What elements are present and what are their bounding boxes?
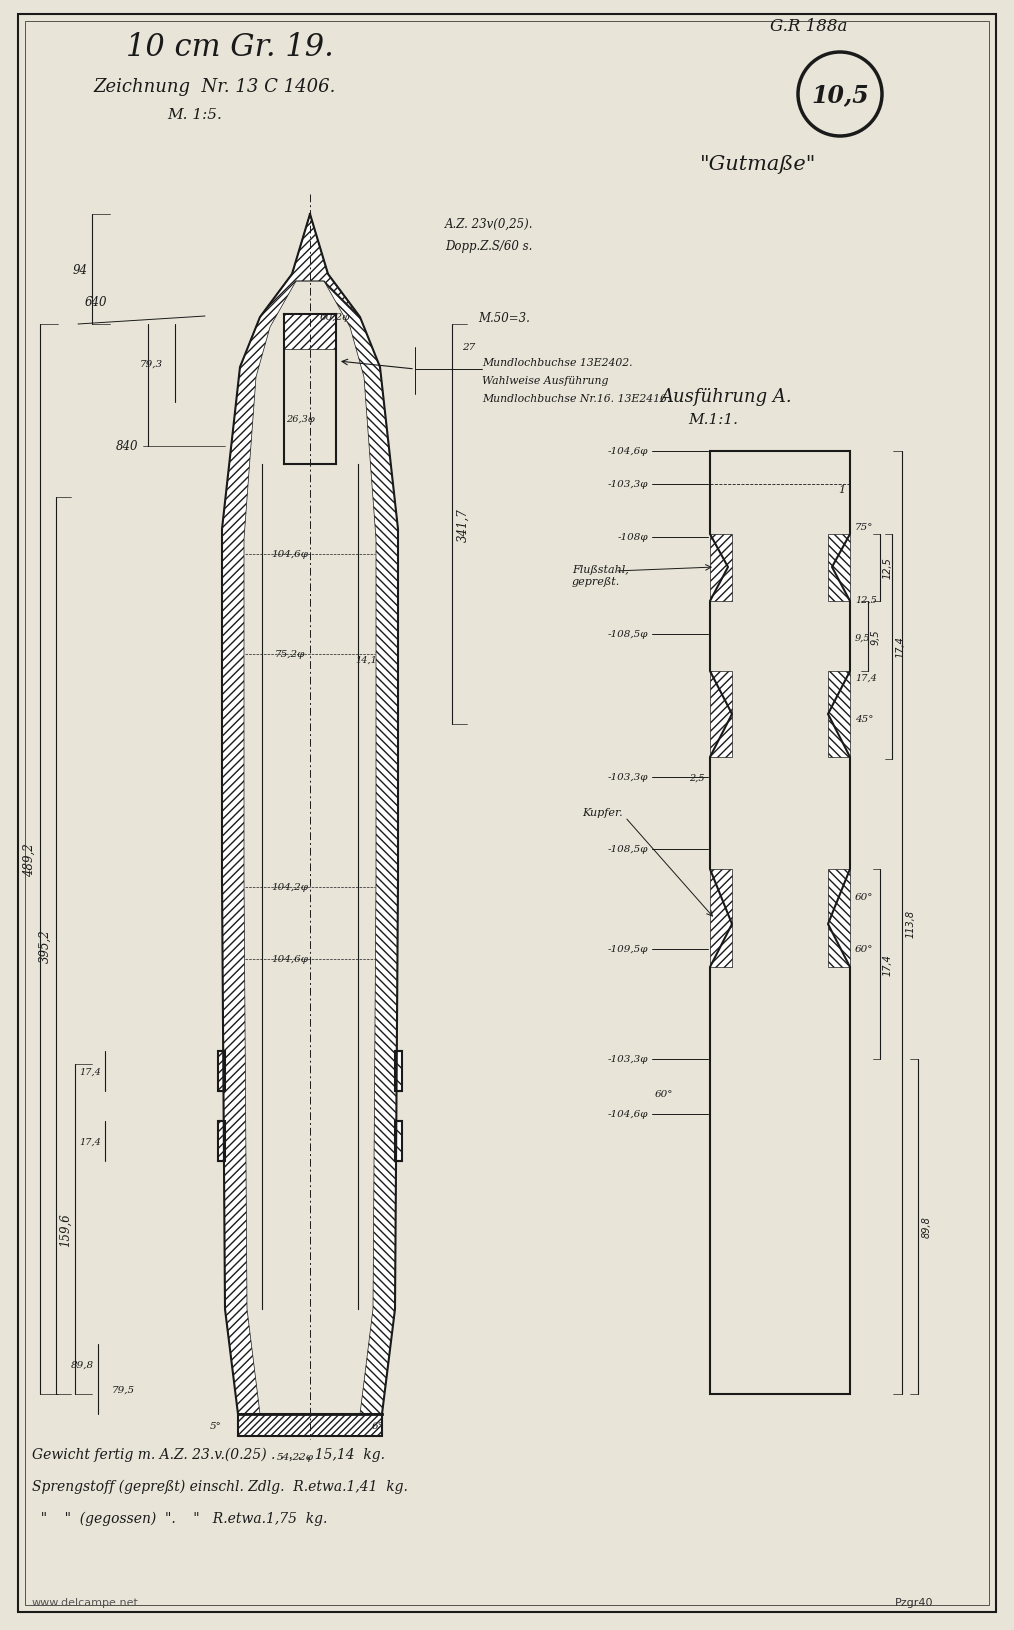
Text: 104,2φ: 104,2φ <box>272 883 308 892</box>
Text: 89,8: 89,8 <box>922 1216 932 1237</box>
Text: 75,2φ: 75,2φ <box>275 650 305 659</box>
Text: A.Z. 23v(0,25).: A.Z. 23v(0,25). <box>445 218 533 231</box>
Text: 9,5: 9,5 <box>855 632 871 642</box>
Text: "Gutmaße": "Gutmaße" <box>700 155 816 174</box>
Text: 113,8: 113,8 <box>906 910 916 937</box>
Text: Sprengstoff (gepreßt) einschl. Zdlg.  R.etwa.1,41  kg.: Sprengstoff (gepreßt) einschl. Zdlg. R.e… <box>32 1478 408 1493</box>
Text: 17,4: 17,4 <box>883 954 893 975</box>
Text: -108φ: -108φ <box>618 533 648 543</box>
Polygon shape <box>238 1415 382 1436</box>
Text: 10,5: 10,5 <box>811 83 869 108</box>
Text: Zeichnung  Nr. 13 C 1406.: Zeichnung Nr. 13 C 1406. <box>94 78 337 96</box>
Text: 104,6φ: 104,6φ <box>272 955 308 963</box>
Polygon shape <box>828 672 850 758</box>
Text: 26,3φ: 26,3φ <box>286 416 314 424</box>
Text: Flußstahl,
gepreßt.: Flußstahl, gepreßt. <box>572 564 629 587</box>
Text: 489,2: 489,2 <box>23 843 37 877</box>
Text: -109,5φ: -109,5φ <box>607 945 648 954</box>
Text: -108,5φ: -108,5φ <box>607 844 648 854</box>
Text: 159,6: 159,6 <box>59 1213 72 1245</box>
Text: 6°: 6° <box>372 1421 384 1431</box>
Text: -108,5φ: -108,5φ <box>607 631 648 639</box>
Text: 54,22φ: 54,22φ <box>277 1452 313 1460</box>
Text: 27: 27 <box>462 344 476 352</box>
Text: -103,3φ: -103,3φ <box>607 1055 648 1064</box>
Text: -103,3φ: -103,3φ <box>607 481 648 489</box>
Text: 89,8: 89,8 <box>71 1359 94 1369</box>
Polygon shape <box>222 275 296 1415</box>
Text: Ausführung A.: Ausführung A. <box>660 388 792 406</box>
Text: 5°: 5° <box>210 1421 222 1431</box>
Text: 104,6φ: 104,6φ <box>272 551 308 559</box>
Text: 12,5: 12,5 <box>883 557 893 579</box>
Text: 12,5: 12,5 <box>855 595 877 605</box>
Polygon shape <box>218 1051 225 1092</box>
Text: 75°: 75° <box>855 523 873 531</box>
Polygon shape <box>395 1121 402 1161</box>
Text: 17,4: 17,4 <box>79 1068 101 1076</box>
Text: 94: 94 <box>73 264 88 277</box>
Text: 45°: 45° <box>855 716 873 724</box>
Text: M.1:1.: M.1:1. <box>689 412 738 427</box>
Text: 60°: 60° <box>655 1090 673 1099</box>
Text: G.R 188a: G.R 188a <box>770 18 848 34</box>
Polygon shape <box>260 215 360 318</box>
Text: 60,2φ: 60,2φ <box>320 313 351 323</box>
Polygon shape <box>710 672 732 758</box>
Text: Kupfer.: Kupfer. <box>582 807 623 818</box>
Text: M.50=3.: M.50=3. <box>478 311 530 324</box>
Polygon shape <box>324 275 399 1415</box>
Text: -104,6φ: -104,6φ <box>607 447 648 456</box>
Text: Gewicht fertig m. A.Z. 23.v.(0.25) . . . . . 15,14  kg.: Gewicht fertig m. A.Z. 23.v.(0.25) . . .… <box>32 1447 385 1462</box>
Text: 341,7: 341,7 <box>457 509 470 541</box>
Text: 840: 840 <box>116 440 138 453</box>
Text: 9,5: 9,5 <box>871 629 881 644</box>
Text: -104,6φ: -104,6φ <box>607 1110 648 1118</box>
Text: 79,3: 79,3 <box>140 359 163 368</box>
Text: 14,1: 14,1 <box>355 655 377 663</box>
Text: Dopp.Z.S/60 s.: Dopp.Z.S/60 s. <box>445 240 532 253</box>
Polygon shape <box>828 535 850 601</box>
Text: 1: 1 <box>838 484 845 494</box>
Polygon shape <box>284 315 336 350</box>
Text: Mundlochbuchse Nr.16. 13E2416.: Mundlochbuchse Nr.16. 13E2416. <box>482 394 670 404</box>
Text: 60°: 60° <box>855 945 873 954</box>
Text: www.delcampe.net: www.delcampe.net <box>32 1597 139 1607</box>
Text: Mundlochbuchse 13E2402.: Mundlochbuchse 13E2402. <box>482 357 633 368</box>
Text: 79,5: 79,5 <box>112 1384 135 1394</box>
Text: 395,2: 395,2 <box>39 929 52 963</box>
Text: 60°: 60° <box>855 893 873 901</box>
Polygon shape <box>262 465 358 1309</box>
Polygon shape <box>395 1051 402 1092</box>
Text: Pzgr40: Pzgr40 <box>895 1597 934 1607</box>
Polygon shape <box>710 535 732 601</box>
Text: 17,4: 17,4 <box>79 1136 101 1146</box>
Text: -103,3φ: -103,3φ <box>607 773 648 782</box>
Text: M. 1:5.: M. 1:5. <box>167 108 222 122</box>
Text: "    "  (gegossen)  ".    "   R.etwa.1,75  kg.: " " (gegossen) ". " R.etwa.1,75 kg. <box>32 1511 328 1526</box>
Text: Wahlweise Ausführung: Wahlweise Ausführung <box>482 377 608 386</box>
Polygon shape <box>828 869 850 968</box>
Text: 10 cm Gr. 19.: 10 cm Gr. 19. <box>126 33 334 64</box>
Text: 17,4: 17,4 <box>855 673 877 681</box>
Text: 640: 640 <box>85 295 107 308</box>
Text: 2,5: 2,5 <box>690 773 705 782</box>
Text: 17,4: 17,4 <box>896 636 906 659</box>
Polygon shape <box>710 869 732 968</box>
Polygon shape <box>218 1121 225 1161</box>
